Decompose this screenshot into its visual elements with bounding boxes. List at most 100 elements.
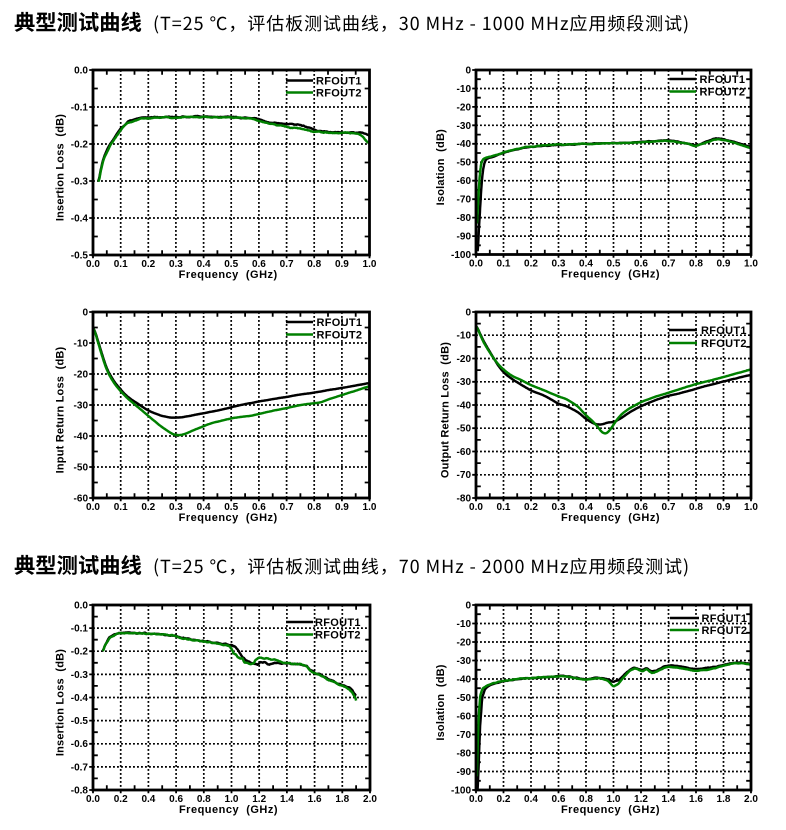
svg-text:-100: -100: [451, 250, 471, 261]
svg-text:1.0: 1.0: [363, 502, 377, 513]
svg-text:0.4: 0.4: [579, 258, 593, 269]
svg-text:0.0: 0.0: [469, 502, 483, 513]
svg-text:RFOUT1: RFOUT1: [700, 74, 746, 86]
svg-text:0.8: 0.8: [689, 502, 703, 513]
svg-text:-10: -10: [457, 619, 472, 630]
svg-text:-70: -70: [457, 470, 472, 481]
svg-text:0.1: 0.1: [497, 258, 511, 269]
svg-text:-30: -30: [457, 656, 472, 667]
svg-text:1.8: 1.8: [717, 794, 731, 805]
svg-text:-80: -80: [457, 748, 472, 759]
svg-text:0.1: 0.1: [114, 259, 128, 270]
svg-text:-30: -30: [74, 400, 89, 411]
svg-text:-80: -80: [457, 213, 472, 224]
svg-text:0.7: 0.7: [280, 502, 294, 513]
svg-text:Frequency (GHz): Frequency (GHz): [561, 512, 660, 524]
svg-text:0.7: 0.7: [662, 258, 676, 269]
svg-text:0.2: 0.2: [524, 502, 538, 513]
svg-text:0.6: 0.6: [252, 259, 266, 270]
svg-text:-0.1: -0.1: [71, 624, 89, 635]
svg-text:0.5: 0.5: [607, 502, 621, 513]
svg-text:Input Return Loss (dB): Input Return Loss (dB): [55, 346, 67, 473]
svg-text:-100: -100: [451, 785, 471, 796]
svg-text:0.4: 0.4: [197, 502, 211, 513]
svg-text:0.3: 0.3: [552, 258, 566, 269]
svg-text:-50: -50: [74, 462, 89, 473]
svg-text:-30: -30: [457, 121, 472, 132]
svg-text:0.9: 0.9: [335, 259, 349, 270]
svg-text:-20: -20: [74, 369, 89, 380]
svg-text:-90: -90: [457, 232, 472, 243]
svg-text:-0.7: -0.7: [71, 762, 89, 773]
svg-text:0.4: 0.4: [141, 794, 155, 805]
svg-text:-0.8: -0.8: [71, 785, 89, 796]
svg-text:0.3: 0.3: [169, 259, 183, 270]
svg-text:RFOUT1: RFOUT1: [315, 617, 361, 629]
svg-text:-70: -70: [457, 730, 472, 741]
svg-text:0.0: 0.0: [469, 794, 483, 805]
svg-text:Output Return Loss (dB): Output Return Loss (dB): [440, 342, 452, 478]
svg-text:Frequency (GHz): Frequency (GHz): [561, 268, 660, 280]
svg-text:-0.1: -0.1: [71, 102, 89, 113]
svg-text:0.5: 0.5: [607, 258, 621, 269]
svg-text:0.0: 0.0: [86, 794, 100, 805]
svg-text:0.2: 0.2: [497, 794, 511, 805]
svg-text:-20: -20: [457, 102, 472, 113]
svg-text:-40: -40: [457, 139, 472, 150]
svg-text:2.0: 2.0: [363, 794, 377, 805]
svg-text:0.8: 0.8: [689, 258, 703, 269]
svg-text:0.2: 0.2: [114, 794, 128, 805]
svg-text:-0.5: -0.5: [71, 250, 89, 261]
svg-text:RFOUT2: RFOUT2: [701, 338, 747, 350]
svg-text:0.8: 0.8: [307, 259, 321, 270]
svg-text:0.3: 0.3: [169, 502, 183, 513]
svg-text:RFOUT1: RFOUT1: [317, 317, 363, 329]
svg-text:1.4: 1.4: [662, 794, 676, 805]
svg-text:-50: -50: [457, 424, 472, 435]
svg-text:RFOUT2: RFOUT2: [317, 329, 363, 341]
svg-text:0.0: 0.0: [86, 502, 100, 513]
svg-text:0.0: 0.0: [86, 259, 100, 270]
svg-text:RFOUT2: RFOUT2: [702, 625, 748, 637]
svg-text:0.0: 0.0: [74, 600, 88, 611]
svg-text:-0.4: -0.4: [71, 213, 89, 224]
svg-text:1.0: 1.0: [607, 794, 621, 805]
svg-text:0.7: 0.7: [280, 259, 294, 270]
svg-text:1.4: 1.4: [280, 794, 294, 805]
svg-text:Insertion Loss (dB): Insertion Loss (dB): [55, 649, 67, 756]
svg-text:-50: -50: [457, 158, 472, 169]
svg-text:0.6: 0.6: [252, 502, 266, 513]
svg-text:1.2: 1.2: [252, 794, 266, 805]
svg-text:-0.3: -0.3: [71, 670, 89, 681]
svg-text:-0.2: -0.2: [71, 139, 89, 150]
svg-text:-10: -10: [74, 338, 89, 349]
svg-text:-80: -80: [457, 493, 472, 504]
svg-text:0.4: 0.4: [579, 502, 593, 513]
svg-text:0.3: 0.3: [552, 502, 566, 513]
svg-text:0.2: 0.2: [141, 502, 155, 513]
svg-text:0.5: 0.5: [224, 502, 238, 513]
svg-text:RFOUT1: RFOUT1: [316, 75, 362, 87]
svg-text:Frequency (GHz): Frequency (GHz): [179, 804, 278, 816]
svg-text:0.1: 0.1: [114, 502, 128, 513]
svg-text:0.6: 0.6: [169, 794, 183, 805]
svg-text:0: 0: [465, 600, 471, 611]
svg-text:Isolation (dB): Isolation (dB): [435, 664, 447, 740]
svg-text:1.6: 1.6: [689, 794, 703, 805]
svg-text:0.4: 0.4: [197, 259, 211, 270]
svg-text:0.2: 0.2: [524, 258, 538, 269]
svg-text:1.2: 1.2: [634, 794, 648, 805]
svg-text:-0.2: -0.2: [71, 647, 89, 658]
svg-text:1.6: 1.6: [308, 794, 322, 805]
svg-text:0.1: 0.1: [497, 502, 511, 513]
svg-text:RFOUT2: RFOUT2: [315, 629, 361, 641]
svg-text:1.8: 1.8: [335, 794, 349, 805]
svg-text:-20: -20: [457, 637, 472, 648]
svg-text:0.4: 0.4: [524, 794, 538, 805]
svg-text:-0.3: -0.3: [71, 176, 89, 187]
svg-text:-90: -90: [457, 767, 472, 778]
svg-text:1.0: 1.0: [225, 794, 239, 805]
svg-text:0.6: 0.6: [634, 258, 648, 269]
svg-text:-70: -70: [457, 195, 472, 206]
svg-text:RFOUT1: RFOUT1: [702, 613, 748, 625]
